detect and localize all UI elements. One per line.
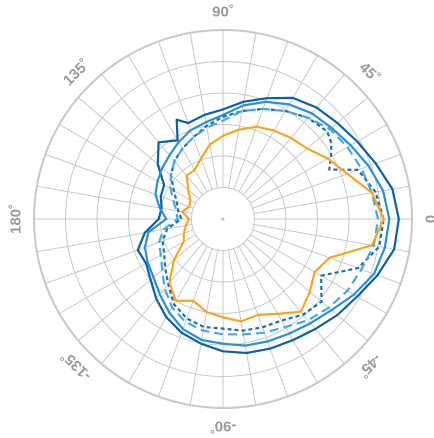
grid-spoke: [253, 223, 410, 253]
grid-spoke: [36, 185, 193, 215]
grid-spoke: [233, 41, 289, 190]
grid-spoke: [238, 55, 318, 192]
grid-spoke: [128, 246, 208, 383]
grid-spoke: [157, 248, 213, 397]
grid-spoke: [77, 238, 200, 341]
series-line-4: [158, 107, 380, 336]
grid-spoke: [250, 234, 387, 314]
grid-spoke: [252, 229, 401, 285]
grid-spoke: [246, 238, 369, 341]
grid-spoke: [36, 223, 193, 253]
grid-spoke: [77, 97, 200, 200]
series-layer: [136, 96, 400, 355]
angle-label: 90˚: [212, 4, 234, 21]
angle-label: 0: [422, 215, 434, 223]
grid-spoke: [45, 229, 194, 285]
grid-spoke: [227, 32, 257, 189]
grid-spoke: [227, 249, 257, 406]
grid-spoke: [101, 73, 204, 196]
series-line-5: [168, 125, 385, 323]
grid-spoke: [157, 41, 213, 190]
series-line-2: [143, 100, 391, 347]
grid-spoke: [189, 32, 219, 189]
angle-label: -90˚: [210, 418, 237, 435]
grid-spoke: [45, 153, 194, 209]
grid-spoke: [250, 124, 387, 204]
angle-label: 45˚: [356, 59, 383, 86]
grid-spoke: [242, 73, 345, 196]
angle-label: -45˚: [354, 350, 385, 381]
grid-spoke: [242, 242, 345, 365]
grid-spoke: [233, 248, 289, 397]
angle-label: 135˚: [60, 56, 93, 89]
grid-spoke: [59, 234, 196, 314]
series-line-1: [136, 96, 400, 355]
center-dot: [221, 217, 225, 221]
angle-label: 180˚: [8, 204, 25, 234]
series-line-3: [161, 107, 385, 332]
grid-spoke: [189, 249, 219, 406]
grid-spoke: [101, 242, 204, 365]
